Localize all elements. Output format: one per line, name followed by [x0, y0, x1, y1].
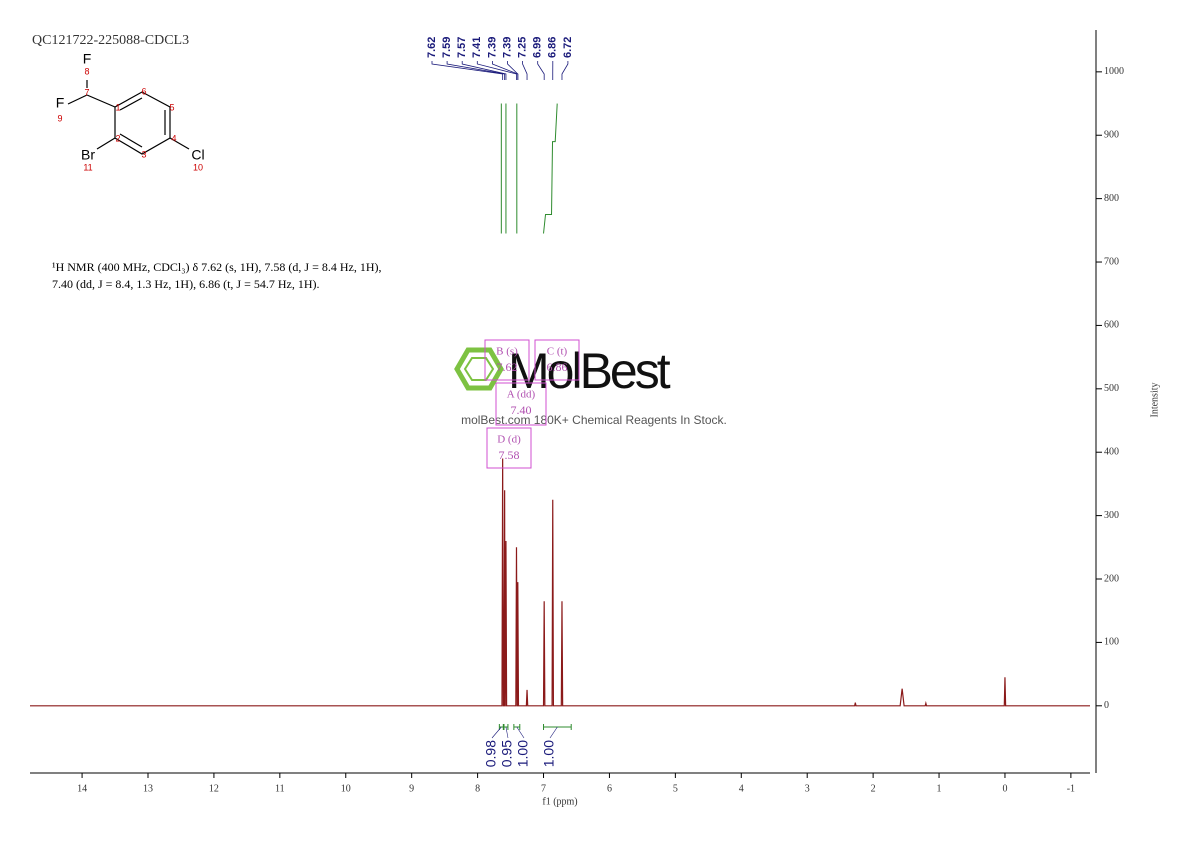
integral-tick — [491, 726, 502, 739]
peak-label: 7.39 — [501, 37, 513, 58]
multiplet-label: C (t) — [547, 346, 568, 358]
watermark-logo: MolBest — [508, 343, 671, 399]
integral-label: 0.95 — [499, 740, 515, 767]
peak-label: 6.72 — [562, 37, 574, 58]
x-tick-label: 12 — [209, 783, 219, 794]
peak-label: 7.25 — [517, 37, 529, 58]
logo — [454, 347, 504, 391]
peak-label: 7.41 — [471, 37, 483, 58]
x-tick-label: 10 — [341, 783, 351, 794]
x-tick-label: -1 — [1067, 783, 1075, 794]
molecule-bonds — [67, 80, 190, 155]
atom-number: 4 — [171, 133, 176, 143]
atom-number: 8 — [84, 66, 89, 76]
multiplet-box — [484, 339, 530, 381]
peak-connector — [561, 61, 569, 80]
x-tick-label: 5 — [673, 783, 678, 794]
integral-curve — [543, 103, 558, 234]
description: ¹H NMR (400 MHz, CDCl₃) δ 7.62 (s, 1H), … — [52, 260, 382, 274]
x-tick-label: 11 — [275, 783, 285, 794]
multiplet-label: A (dd) — [507, 389, 536, 401]
y-tick-label: 700 — [1104, 256, 1119, 267]
x-tick-label: 0 — [1002, 783, 1007, 794]
y-tick-label: 0 — [1104, 700, 1109, 711]
integral-label: 0.98 — [483, 740, 499, 767]
peak-connector — [507, 61, 519, 80]
x-tick-label: 2 — [871, 783, 876, 794]
multiplet-shift: 7.40 — [511, 403, 532, 417]
y-tick-label: 300 — [1104, 510, 1119, 521]
atom-number: 10 — [193, 162, 203, 172]
atom-number: 2 — [115, 133, 120, 143]
y-tick-label: 800 — [1104, 193, 1119, 204]
multiplet-label: B (s) — [496, 346, 518, 358]
x-tick-label: 1 — [937, 783, 942, 794]
y-tick-label: 500 — [1104, 383, 1119, 394]
peak-connector — [537, 61, 545, 80]
y-tick-label: 200 — [1104, 573, 1119, 584]
integral-label: 1.00 — [541, 740, 557, 767]
integral-tick — [549, 726, 558, 739]
y-tick-label: 600 — [1104, 320, 1119, 331]
x-tick-label: 6 — [607, 783, 612, 794]
multiplet-shift: 7.58 — [499, 448, 520, 462]
x-tick-label: 9 — [409, 783, 414, 794]
peak-label: 7.62 — [426, 37, 438, 58]
y-tick-label: 100 — [1104, 637, 1119, 648]
atom-symbol: Cl — [191, 147, 204, 163]
integral-bracket — [498, 724, 504, 730]
y-tick-label: 1000 — [1104, 66, 1124, 77]
peak-connector — [446, 61, 506, 80]
x-tick-label: 4 — [739, 783, 744, 794]
peak-label: 6.86 — [547, 37, 559, 58]
x-tick-label: 7 — [541, 783, 546, 794]
multiplet-box — [486, 427, 532, 469]
chart-title: QC121722-225088-CDCL3 — [32, 33, 189, 48]
atom-number: 5 — [169, 102, 174, 112]
x-tick-label: 14 — [77, 783, 87, 794]
atom-number: 9 — [57, 113, 62, 123]
peak-connector — [431, 61, 504, 80]
description: 7.40 (dd, J = 8.4, 1.3 Hz, 1H), 6.86 (t,… — [52, 277, 320, 291]
multiplet-shift: 7.62 — [497, 360, 518, 374]
peak-label: 7.57 — [456, 37, 468, 58]
peak-label: 7.39 — [486, 37, 498, 58]
integral-tick — [505, 726, 509, 739]
multiplet-box — [495, 382, 547, 426]
peak-connector — [522, 61, 528, 80]
x-tick-label: 13 — [143, 783, 153, 794]
peak-label: 6.99 — [532, 37, 544, 58]
atom-number: 6 — [141, 86, 146, 96]
multiplet-label: D (d) — [497, 434, 521, 446]
y-axis-title: Intensity — [1149, 383, 1160, 418]
multiplet-box — [534, 339, 580, 381]
atom-number: 7 — [84, 87, 89, 97]
y-tick-label: 400 — [1104, 447, 1119, 458]
integral-label: 1.00 — [515, 740, 531, 767]
peak-connector — [476, 61, 517, 80]
peak-connector — [461, 61, 507, 80]
integral-bracket — [503, 724, 509, 730]
atom-number: 11 — [83, 162, 92, 172]
y-tick-label: 900 — [1104, 130, 1119, 141]
atom-number: 1 — [115, 102, 120, 112]
atom-symbol: F — [83, 51, 92, 67]
spectrum-line — [30, 458, 1090, 707]
atom-number: 3 — [141, 149, 146, 159]
x-tick-label: 8 — [475, 783, 480, 794]
peak-label: 7.59 — [441, 37, 453, 58]
atom-symbol: Br — [81, 147, 95, 163]
x-tick-label: 3 — [805, 783, 810, 794]
integral-tick — [516, 726, 525, 739]
atom-symbol: F — [56, 95, 65, 111]
multiplet-shift: 6.86 — [547, 360, 568, 374]
watermark-text: molBest.com 180K+ Chemical Reagents In S… — [461, 413, 727, 427]
x-axis-title: f1 (ppm) — [542, 796, 577, 807]
